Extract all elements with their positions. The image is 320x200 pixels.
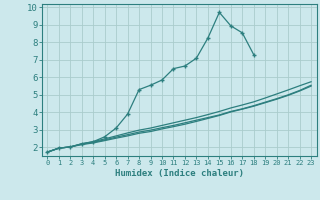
- X-axis label: Humidex (Indice chaleur): Humidex (Indice chaleur): [115, 169, 244, 178]
